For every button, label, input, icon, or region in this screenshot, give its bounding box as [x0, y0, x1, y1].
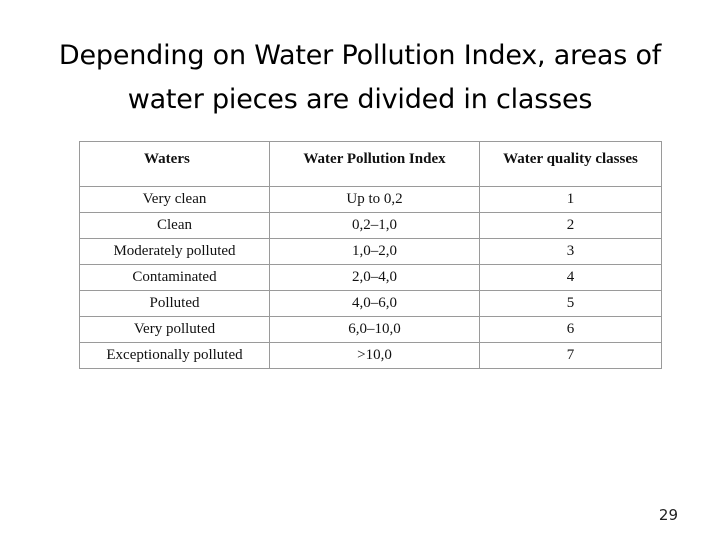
- cell-index: 6,0–10,0: [269, 316, 480, 343]
- cell-waters: Polluted: [79, 290, 270, 317]
- cell-class: 3: [479, 238, 662, 265]
- slide-title: Depending on Water Pollution Index, area…: [20, 34, 700, 122]
- table-header-row: Waters Water Pollution Index Water quali…: [79, 141, 662, 187]
- table-row: Clean 0,2–1,0 2: [79, 212, 662, 239]
- cell-index: >10,0: [269, 342, 480, 369]
- cell-index: 4,0–6,0: [269, 290, 480, 317]
- header-water-pollution-index: Water Pollution Index: [269, 141, 480, 187]
- cell-index: 0,2–1,0: [269, 212, 480, 239]
- cell-index: 1,0–2,0: [269, 238, 480, 265]
- page-number: 29: [658, 506, 678, 524]
- table-row: Polluted 4,0–6,0 5: [79, 290, 662, 317]
- table-row: Very polluted 6,0–10,0 6: [79, 316, 662, 343]
- cell-class: 1: [479, 186, 662, 213]
- pollution-classes-table: Waters Water Pollution Index Water quali…: [79, 141, 662, 369]
- slide-title-line-2: water pieces are divided in classes: [127, 84, 593, 115]
- cell-waters: Exceptionally polluted: [79, 342, 270, 369]
- slide-title-line-1: Depending on Water Pollution Index, area…: [58, 40, 662, 71]
- cell-waters: Very polluted: [79, 316, 270, 343]
- cell-waters: Moderately polluted: [79, 238, 270, 265]
- cell-waters: Contaminated: [79, 264, 270, 291]
- header-waters: Waters: [79, 141, 270, 187]
- cell-class: 4: [479, 264, 662, 291]
- cell-class: 2: [479, 212, 662, 239]
- cell-index: Up to 0,2: [269, 186, 480, 213]
- table-row: Exceptionally polluted >10,0 7: [79, 342, 662, 369]
- cell-waters: Very clean: [79, 186, 270, 213]
- table-row: Very clean Up to 0,2 1: [79, 186, 662, 213]
- header-water-quality-classes: Water quality classes: [479, 141, 662, 187]
- pollution-table-container: Waters Water Pollution Index Water quali…: [79, 141, 662, 369]
- cell-class: 7: [479, 342, 662, 369]
- cell-index: 2,0–4,0: [269, 264, 480, 291]
- cell-waters: Clean: [79, 212, 270, 239]
- cell-class: 6: [479, 316, 662, 343]
- cell-class: 5: [479, 290, 662, 317]
- table-row: Contaminated 2,0–4,0 4: [79, 264, 662, 291]
- table-row: Moderately polluted 1,0–2,0 3: [79, 238, 662, 265]
